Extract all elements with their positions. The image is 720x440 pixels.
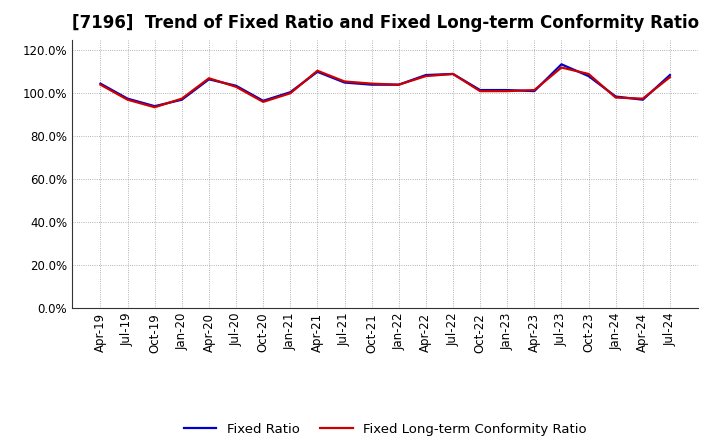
Fixed Long-term Conformity Ratio (421, 73, 430, 79)
Fixed Ratio (123, 96, 132, 101)
Fixed Long-term Conformity Ratio (639, 96, 647, 101)
Fixed Ratio (367, 82, 376, 87)
Fixed Long-term Conformity Ratio (286, 91, 294, 96)
Fixed Ratio (665, 73, 674, 78)
Title: [7196]  Trend of Fixed Ratio and Fixed Long-term Conformity Ratio: [7196] Trend of Fixed Ratio and Fixed Lo… (71, 15, 699, 33)
Fixed Long-term Conformity Ratio (232, 84, 240, 89)
Fixed Long-term Conformity Ratio (204, 76, 213, 81)
Fixed Long-term Conformity Ratio (557, 65, 566, 70)
Fixed Ratio (449, 71, 457, 77)
Fixed Long-term Conformity Ratio (503, 88, 511, 94)
Fixed Long-term Conformity Ratio (530, 88, 539, 93)
Fixed Ratio (503, 88, 511, 93)
Fixed Ratio (96, 81, 105, 86)
Fixed Ratio (341, 80, 349, 85)
Fixed Long-term Conformity Ratio (259, 99, 268, 105)
Fixed Long-term Conformity Ratio (584, 71, 593, 77)
Fixed Long-term Conformity Ratio (96, 82, 105, 87)
Fixed Long-term Conformity Ratio (665, 74, 674, 80)
Fixed Ratio (476, 88, 485, 93)
Fixed Ratio (150, 103, 159, 109)
Fixed Ratio (286, 90, 294, 95)
Line: Fixed Ratio: Fixed Ratio (101, 64, 670, 106)
Fixed Ratio (313, 69, 322, 74)
Fixed Ratio (421, 73, 430, 78)
Line: Fixed Long-term Conformity Ratio: Fixed Long-term Conformity Ratio (101, 67, 670, 107)
Fixed Long-term Conformity Ratio (150, 105, 159, 110)
Fixed Ratio (395, 82, 403, 87)
Fixed Long-term Conformity Ratio (313, 68, 322, 73)
Fixed Long-term Conformity Ratio (123, 97, 132, 103)
Fixed Ratio (557, 62, 566, 67)
Fixed Long-term Conformity Ratio (449, 71, 457, 77)
Legend: Fixed Ratio, Fixed Long-term Conformity Ratio: Fixed Ratio, Fixed Long-term Conformity … (179, 418, 592, 440)
Fixed Ratio (611, 94, 620, 99)
Fixed Long-term Conformity Ratio (611, 95, 620, 100)
Fixed Ratio (584, 73, 593, 79)
Fixed Long-term Conformity Ratio (395, 82, 403, 87)
Fixed Long-term Conformity Ratio (178, 96, 186, 101)
Fixed Ratio (204, 77, 213, 82)
Fixed Ratio (259, 98, 268, 103)
Fixed Long-term Conformity Ratio (341, 79, 349, 84)
Fixed Ratio (232, 83, 240, 88)
Fixed Ratio (178, 97, 186, 103)
Fixed Long-term Conformity Ratio (476, 88, 485, 94)
Fixed Ratio (639, 97, 647, 103)
Fixed Ratio (530, 88, 539, 94)
Fixed Long-term Conformity Ratio (367, 81, 376, 86)
